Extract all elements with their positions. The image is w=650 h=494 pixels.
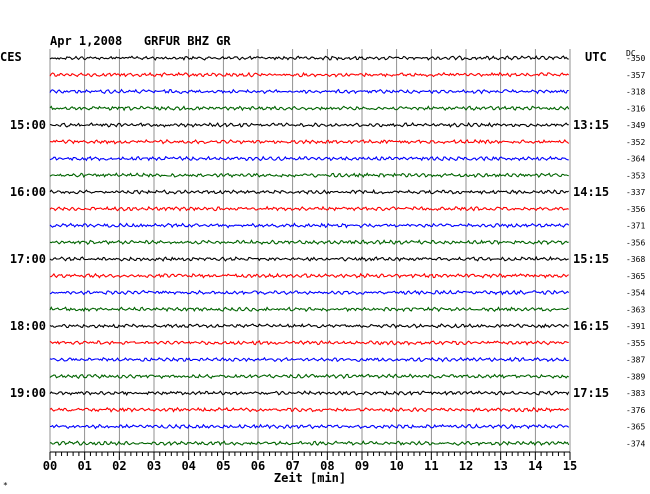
x-axis-label: Zeit [min]: [274, 471, 346, 485]
trace-18: [49, 340, 569, 346]
left-time-label: 16:00: [10, 185, 46, 199]
trace-4: [49, 105, 570, 112]
trace-1: [49, 55, 569, 61]
trace-6: [49, 138, 570, 145]
trace-11: [49, 222, 570, 229]
dc-offset-label: -353: [626, 171, 645, 180]
seismic-traces: -350 -357 -318 -316 -349 -352 -364 -353 -337 -356…: [10, 54, 646, 448]
trace-12: [49, 239, 569, 246]
dc-offset-label: -374: [626, 439, 645, 448]
x-tick-label: 08: [320, 459, 334, 473]
trace-7: [49, 155, 569, 162]
trace-17: [49, 323, 569, 329]
trace-14: [49, 272, 569, 279]
left-time-label: 19:00: [10, 386, 46, 400]
trace-2: [49, 71, 569, 78]
dc-offset-label: -354: [626, 289, 645, 298]
dc-offset-label: -357: [626, 71, 645, 80]
right-timezone-label: UTC: [585, 50, 607, 64]
dc-offset-label: -363: [626, 305, 645, 314]
trace-15: [49, 289, 570, 296]
x-tick-label: 12: [459, 459, 473, 473]
dc-offset-label: -318: [626, 88, 645, 97]
dc-offset-label: -355: [626, 339, 645, 348]
left-time-label: 15:00: [10, 118, 46, 132]
x-tick-label: 14: [528, 459, 542, 473]
chart-title: Apr 1,2008 GRFUR BHZ GR: [50, 34, 231, 48]
right-time-label: 17:15: [573, 386, 609, 400]
trace-21: [49, 390, 570, 397]
x-tick-label: 00: [43, 459, 57, 473]
trace-13: [49, 255, 569, 262]
x-tick-label: 09: [355, 459, 369, 473]
left-time-label: 18:00: [10, 319, 46, 333]
dc-offset-label: -365: [626, 272, 645, 281]
trace-10: [49, 205, 569, 212]
left-time-label: 17:00: [10, 252, 46, 266]
right-time-label: 13:15: [573, 118, 609, 132]
x-tick-label: 15: [563, 459, 577, 473]
trace-22: [49, 406, 570, 413]
x-tick-label: 04: [181, 459, 195, 473]
x-tick-label: 03: [147, 459, 161, 473]
right-time-label: 15:15: [573, 252, 609, 266]
x-tick-label: 02: [112, 459, 126, 473]
footer-mark: *: [3, 481, 8, 490]
trace-5: [49, 121, 569, 128]
dc-offset-label: -387: [626, 356, 645, 365]
dc-offset-label: -368: [626, 255, 645, 264]
dc-offset-label: -337: [626, 188, 645, 197]
trace-16: [49, 306, 569, 313]
dc-offset-label: -350: [626, 54, 645, 63]
x-tick-label: 01: [77, 459, 91, 473]
trace-8: [49, 172, 569, 179]
x-tick-label: 05: [216, 459, 230, 473]
dc-offset-label: -391: [626, 322, 645, 331]
right-time-label: 16:15: [573, 319, 609, 333]
dc-offset-label: -376: [626, 406, 645, 415]
left-timezone-label: CES: [0, 50, 22, 64]
x-tick-label: 10: [389, 459, 403, 473]
dc-offset-label: -364: [626, 155, 645, 164]
dc-header-label: DC: [626, 49, 636, 58]
dc-offset-label: -383: [626, 389, 645, 398]
x-tick-label: 07: [285, 459, 299, 473]
dc-offset-label: -352: [626, 138, 645, 147]
minute-gridlines: [49, 49, 571, 452]
dc-offset-label: -389: [626, 372, 645, 381]
dc-offset-label: -356: [626, 205, 645, 214]
dc-offset-label: -371: [626, 222, 645, 231]
x-tick-label: 11: [424, 459, 438, 473]
trace-3: [49, 88, 569, 95]
x-tick-label: 13: [493, 459, 507, 473]
right-time-label: 14:15: [573, 185, 609, 199]
dc-offset-label: -356: [626, 238, 645, 247]
trace-20: [49, 373, 569, 380]
x-tick-label: 06: [251, 459, 265, 473]
x-axis: 00 01 02 03 04 05 06 07 08 09 10 11 12 13 14 15: [43, 451, 577, 473]
trace-9: [49, 188, 569, 195]
trace-19: [49, 356, 569, 363]
trace-24: [49, 440, 570, 447]
dc-offset-label: -349: [626, 121, 645, 130]
trace-23: [50, 423, 570, 430]
dc-offset-label: -365: [626, 423, 645, 432]
dc-offset-label: -316: [626, 104, 645, 113]
